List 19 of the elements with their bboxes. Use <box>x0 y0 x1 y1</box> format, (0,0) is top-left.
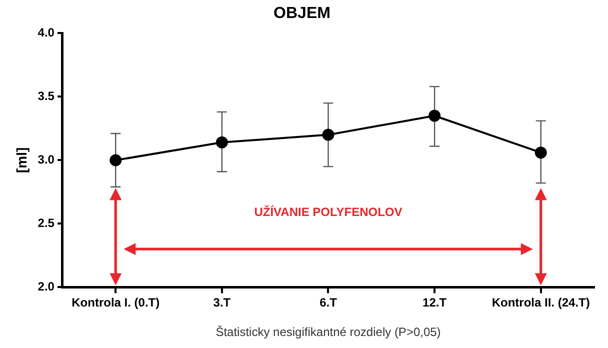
chart-title: OBJEM <box>274 5 330 22</box>
point <box>534 146 547 159</box>
x-tick-label: 12.T <box>422 296 448 310</box>
y-axis-title: [ml] <box>13 147 30 174</box>
y-tick-label: 2.0 <box>38 280 55 294</box>
x-axis-title: Štatisticky nesigifikantné rozdiely (P>0,05) <box>216 325 441 340</box>
y-tick-label: 4.0 <box>38 26 55 40</box>
y-tick-label: 2.5 <box>38 216 55 230</box>
point <box>322 128 334 141</box>
x-tick-label: 6.T <box>320 296 338 310</box>
annotation: UŽÍVANIE POLYFENOLOV <box>254 205 402 220</box>
point <box>428 110 441 122</box>
y-tick-label: 3.0 <box>38 152 55 167</box>
x-tick-label: Kontrola II. (24.T) <box>492 296 590 310</box>
point <box>110 154 122 166</box>
x-tick-label: Kontrola I. (0.T) <box>72 296 160 310</box>
point <box>216 136 228 148</box>
x-tick-label: 3.T <box>213 296 232 310</box>
y-tick-label: 3.5 <box>38 89 55 104</box>
